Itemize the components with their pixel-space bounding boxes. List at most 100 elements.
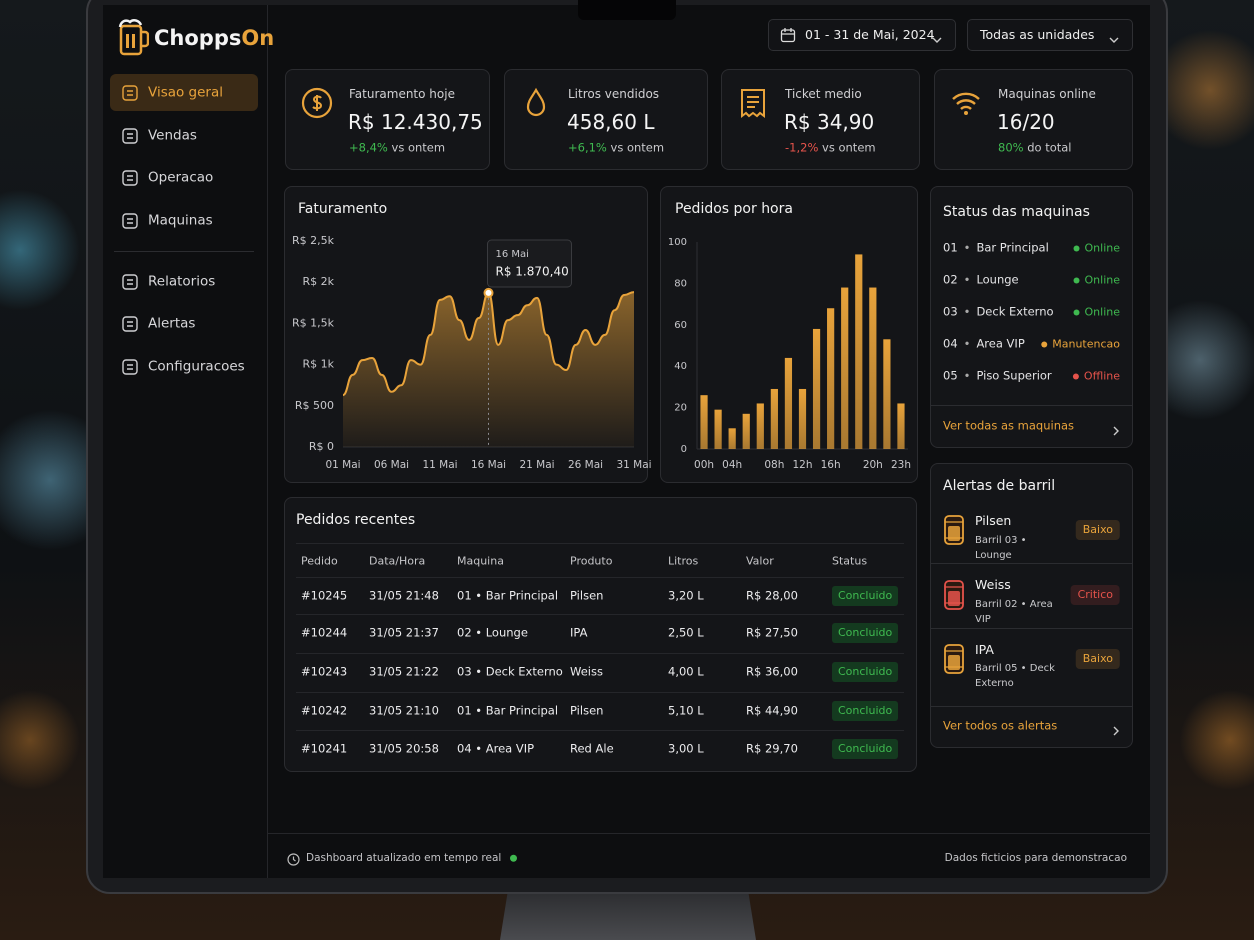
- nav-item[interactable]: Visao geral: [148, 84, 223, 101]
- nav-item[interactable]: Maquinas: [148, 212, 213, 229]
- unit-filter[interactable]: Todas as unidades: [980, 26, 1095, 42]
- alerts-link[interactable]: Ver todos os alertas: [943, 718, 1058, 733]
- table-cell: R$ 27,50: [746, 625, 798, 640]
- machine-status: Online: [1073, 275, 1120, 286]
- table-cell: 4,00 L: [668, 664, 704, 679]
- kpi-icon-svg: [526, 87, 546, 117]
- kpi-delta: 80%: [998, 140, 1024, 155]
- nav-icon: [121, 127, 139, 145]
- kpi-delta-row: -1,2% vs ontem: [785, 142, 876, 154]
- brand-accent: On: [241, 26, 275, 50]
- machine-name: Lounge: [976, 272, 1019, 287]
- kpi-icon-svg: [952, 92, 980, 115]
- kpi-icon: [950, 87, 982, 119]
- table-cell: 2,50 L: [668, 625, 704, 640]
- link-chevron-svg: [1113, 726, 1119, 736]
- nav-item[interactable]: Operacao: [148, 169, 214, 186]
- kpi-card: [934, 69, 1133, 170]
- card-title: Status das maquinas: [943, 204, 1090, 220]
- divider: [296, 543, 904, 544]
- kpi-delta: +8,4%: [349, 140, 388, 155]
- machines-link[interactable]: Ver todas as maquinas: [943, 418, 1075, 433]
- machine-id: 03: [943, 304, 958, 319]
- orders-card: [660, 186, 918, 483]
- footer-note: Dados ficticios para demonstracao: [944, 851, 1127, 864]
- nav-icon-svg: [122, 316, 138, 332]
- date-chevron-svg: [932, 37, 942, 43]
- machine-id: 05: [943, 368, 958, 383]
- brand-name: ChoppsOn: [154, 28, 274, 49]
- monitor-stand: [500, 892, 756, 940]
- machine-id: 01: [943, 240, 958, 255]
- nav-item[interactable]: Alertas: [148, 315, 196, 332]
- table-cell: 04 • Area VIP: [457, 741, 535, 756]
- brand-main: Chopps: [154, 26, 242, 50]
- machine-id: 04: [943, 336, 958, 351]
- kpi-delta-row: 80% do total: [998, 142, 1072, 154]
- separator: •: [963, 272, 971, 287]
- status-text: Online: [1084, 305, 1120, 319]
- kpi-label: Faturamento hoje: [349, 87, 455, 101]
- status-dot: [1073, 245, 1080, 252]
- keg-icon-svg: [944, 580, 964, 610]
- kpi-icon-svg: [301, 87, 333, 119]
- nav-active-bg: [110, 74, 258, 111]
- revenue-card: [284, 186, 648, 483]
- kpi-delta-row: +6,1% vs ontem: [568, 142, 664, 154]
- row-divider: [296, 692, 904, 693]
- clock-icon-svg: [287, 853, 300, 866]
- kpi-delta-note: vs ontem: [822, 140, 876, 155]
- link-chevron-svg: [1113, 426, 1119, 436]
- status-dot: [1072, 373, 1079, 380]
- unit-select[interactable]: [967, 19, 1133, 51]
- table-cell: #10245: [301, 588, 348, 603]
- chart-title: Faturamento: [298, 201, 388, 217]
- kpi-delta-row: +8,4% vs ontem: [349, 142, 445, 154]
- kpi-label: Ticket medio: [785, 87, 862, 101]
- status-dot: [1041, 341, 1048, 348]
- status-text: Manutencao: [1052, 337, 1120, 351]
- sidebar-border: [267, 5, 268, 878]
- kpi-delta-note: vs ontem: [610, 140, 665, 155]
- keg-icon: [943, 514, 965, 546]
- chart-title: Pedidos por hora: [675, 201, 793, 217]
- machine-row: 04 • Area VIP: [943, 338, 1025, 350]
- machine-row: 05 • Piso Superior: [943, 370, 1052, 382]
- nav-icon-svg: [122, 170, 138, 186]
- date-picker[interactable]: [768, 19, 956, 51]
- kpi-icon: [520, 87, 552, 119]
- footer-border: [268, 833, 1150, 834]
- beer-name: IPA: [975, 641, 994, 657]
- row-divider: [296, 730, 904, 731]
- card-title: Alertas de barril: [943, 478, 1056, 494]
- nav-divider: [114, 251, 254, 252]
- separator: •: [963, 304, 971, 319]
- table-cell: 31/05 21:22: [369, 664, 439, 679]
- table-cell: Red Ale: [570, 741, 614, 756]
- table-cell: #10243: [301, 664, 348, 679]
- nav-item[interactable]: Vendas: [148, 127, 197, 144]
- nav-icon: [121, 169, 139, 187]
- kpi-card: [285, 69, 490, 170]
- table-cell: Pilsen: [570, 588, 604, 603]
- divider: [931, 706, 1132, 707]
- column-header: Produto: [570, 554, 613, 568]
- kpi-label: Litros vendidos: [568, 87, 660, 101]
- nav-item[interactable]: Configuracoes: [148, 358, 245, 375]
- link-chevron: [1111, 421, 1121, 436]
- unit-chevron: [1109, 30, 1119, 43]
- column-header: Valor: [746, 554, 774, 568]
- separator: •: [963, 240, 971, 255]
- alert-badge: Baixo: [1075, 520, 1120, 540]
- table-cell: IPA: [570, 625, 588, 640]
- nav-icon: [121, 315, 139, 333]
- kpi-label: Maquinas online: [998, 87, 1096, 101]
- orders-table-card: [284, 497, 917, 772]
- machine-id: 02: [943, 272, 958, 287]
- date-range[interactable]: 01 - 31 de Mai, 2024: [805, 26, 935, 42]
- table-cell: R$ 36,00: [746, 664, 798, 679]
- table-cell: #10242: [301, 703, 348, 718]
- nav-item[interactable]: Relatorios: [148, 273, 216, 290]
- status-pill: Concluido: [832, 623, 899, 643]
